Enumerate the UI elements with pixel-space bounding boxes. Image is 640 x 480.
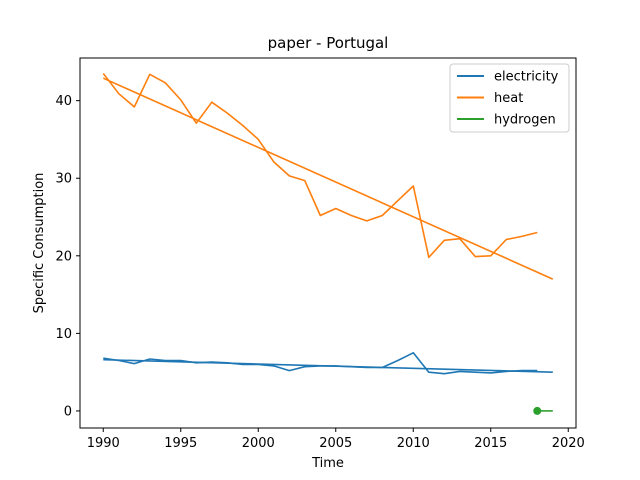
x-tick-label: 2010: [397, 436, 430, 451]
x-axis-label: Time: [311, 456, 344, 471]
y-tick-label: 20: [55, 249, 72, 264]
legend-label-electricity: electricity: [494, 70, 559, 85]
y-tick-label: 0: [64, 404, 72, 419]
legend-label-heat: heat: [494, 91, 523, 106]
y-tick-label: 30: [55, 172, 72, 187]
y-axis: 0 10 20 30 40: [55, 94, 80, 419]
legend: electricity heat hydrogen: [449, 63, 570, 133]
legend-label-hydrogen: hydrogen: [494, 113, 556, 128]
hydrogen-marker: [533, 406, 542, 415]
legend-box: [449, 63, 570, 133]
y-tick-label: 40: [55, 94, 72, 109]
heat-trend-line: [102, 77, 554, 280]
x-axis: 1990 1995 2000 2005 2010 2015 2020: [87, 428, 585, 451]
y-tick-label: 10: [55, 327, 72, 342]
axes-frame: [79, 57, 577, 429]
x-tick-label: 1995: [164, 436, 197, 451]
x-tick-label: 2020: [552, 436, 585, 451]
x-tick-label: 1990: [87, 436, 120, 451]
x-tick-label: 2000: [242, 436, 275, 451]
y-axis-label: Specific Consumption: [32, 173, 47, 314]
x-tick-label: 2015: [474, 436, 507, 451]
plot-area: [102, 73, 554, 415]
x-tick-label: 2005: [319, 436, 352, 451]
chart-title: paper - Portugal: [268, 34, 389, 52]
heat-series-line: [102, 73, 538, 259]
electricity-series-line: [103, 351, 538, 375]
